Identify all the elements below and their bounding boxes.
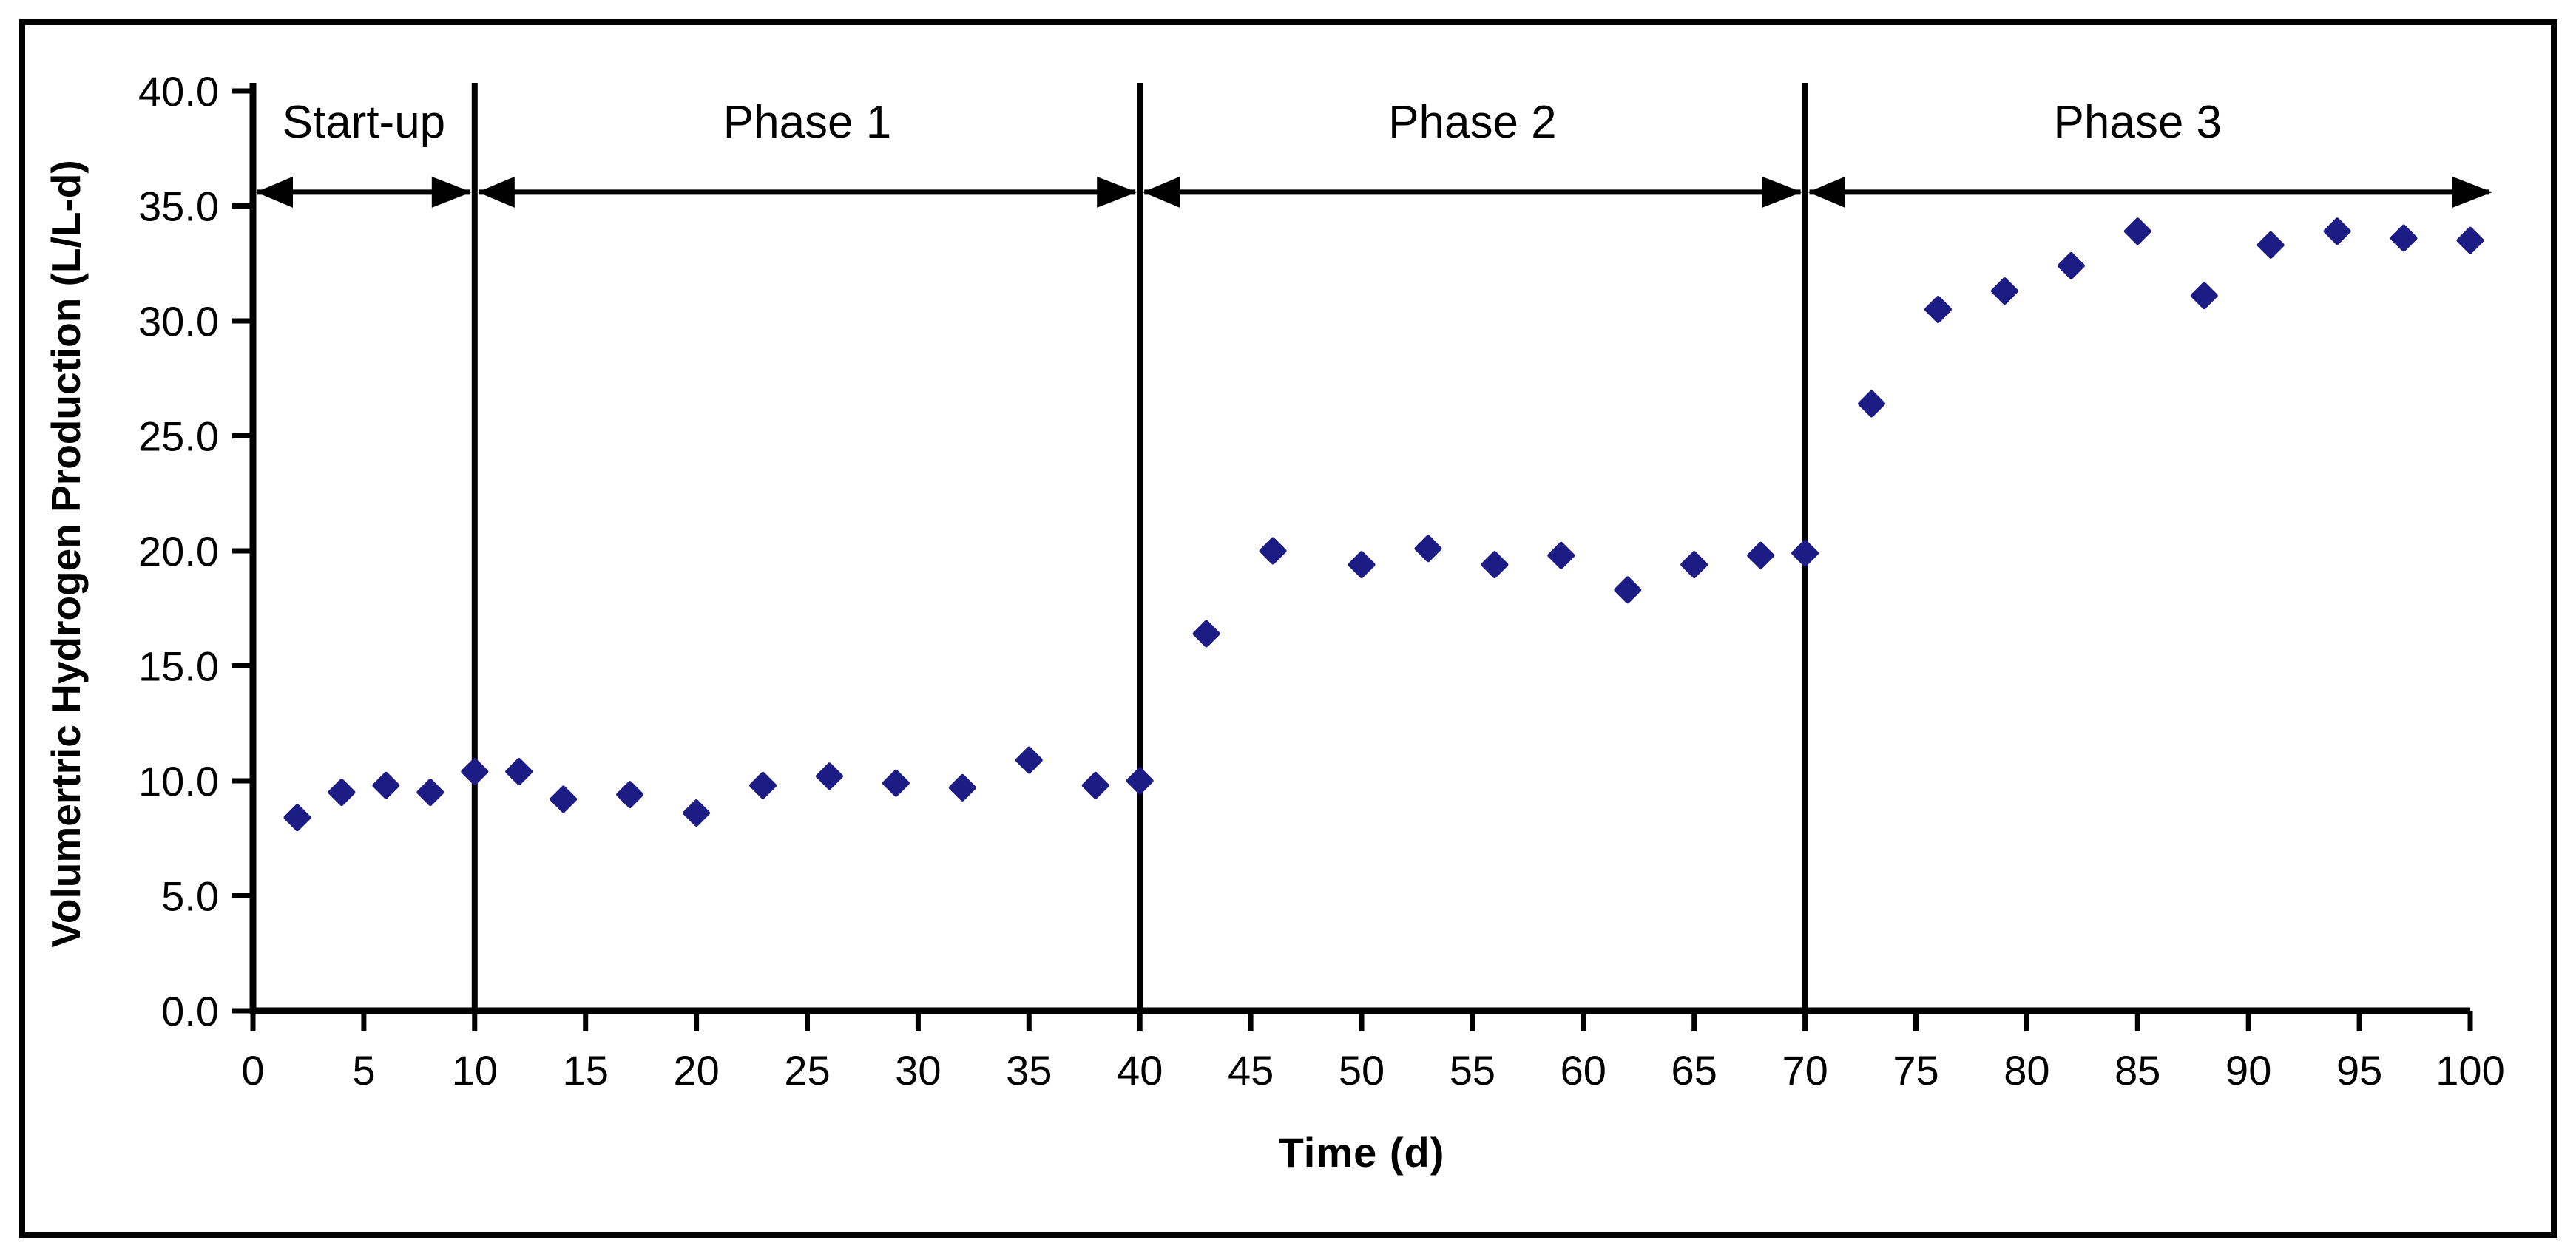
data-point	[1126, 767, 1154, 795]
y-axis-title: Volumertric Hydrogen Production (L/L-d)	[43, 160, 89, 948]
data-point	[683, 799, 711, 827]
data-point	[2123, 217, 2151, 245]
x-tick-label: 10	[452, 1047, 498, 1094]
data-point	[1259, 537, 1287, 565]
phase-arrow-right-head	[1097, 176, 1137, 208]
data-point	[461, 758, 489, 786]
data-point	[815, 762, 843, 790]
data-point	[1348, 551, 1376, 579]
x-tick-label: 35	[1006, 1047, 1052, 1094]
x-tick-label: 30	[895, 1047, 941, 1094]
data-point	[2323, 217, 2351, 245]
data-point	[1547, 541, 1575, 569]
x-axis-title: Time (d)	[1278, 1129, 1445, 1176]
figure-border	[19, 19, 2557, 1238]
phase-arrow-left-head	[1143, 176, 1180, 208]
x-tick-label: 40	[1117, 1047, 1163, 1094]
phase-arrow-left-head	[1808, 176, 1845, 208]
y-tick-label: 30.0	[138, 298, 219, 345]
x-tick-label: 95	[2336, 1047, 2382, 1094]
x-tick-label: 65	[1671, 1047, 1717, 1094]
data-point	[2390, 224, 2418, 252]
x-tick-label: 5	[352, 1047, 375, 1094]
data-point	[328, 779, 356, 807]
data-point	[416, 779, 444, 807]
x-tick-label: 15	[563, 1047, 609, 1094]
data-point	[1747, 541, 1775, 569]
data-point	[1791, 539, 1819, 567]
phase-label: Start-up	[283, 97, 446, 148]
data-point	[283, 804, 311, 832]
y-tick-label: 15.0	[138, 643, 219, 690]
data-point	[1614, 576, 1642, 604]
y-tick-label: 5.0	[161, 873, 219, 920]
x-tick-label: 55	[1450, 1047, 1495, 1094]
data-point	[2456, 226, 2484, 254]
x-tick-label: 75	[1893, 1047, 1938, 1094]
data-point	[1858, 390, 1886, 418]
data-point	[1990, 277, 2018, 305]
x-tick-label: 0	[241, 1047, 264, 1094]
data-point	[2256, 231, 2285, 259]
data-point	[2190, 282, 2218, 310]
data-point	[749, 771, 777, 799]
phase-arrow-right-head	[431, 176, 472, 208]
phase-arrow-right-head	[1762, 176, 1802, 208]
x-tick-label: 45	[1228, 1047, 1274, 1094]
phase-label: Phase 3	[2054, 97, 2222, 148]
data-point	[550, 785, 578, 813]
x-tick-label: 60	[1561, 1047, 1606, 1094]
x-tick-label: 90	[2225, 1047, 2271, 1094]
x-tick-label: 100	[2435, 1047, 2504, 1094]
x-tick-label: 80	[2004, 1047, 2049, 1094]
data-point	[948, 773, 976, 802]
data-point	[372, 771, 400, 799]
data-point	[2057, 251, 2085, 279]
y-tick-label: 10.0	[138, 758, 219, 804]
y-tick-label: 40.0	[138, 68, 219, 115]
phase-arrow-right-head	[2452, 176, 2492, 208]
x-tick-label: 25	[784, 1047, 830, 1094]
y-tick-label: 35.0	[138, 183, 219, 230]
data-point	[505, 758, 533, 786]
y-tick-label: 0.0	[161, 988, 219, 1034]
phase-arrow-left-head	[477, 176, 515, 208]
data-point	[616, 781, 644, 809]
data-point	[1015, 746, 1043, 774]
phase-arrow-left-head	[256, 176, 293, 208]
data-point	[1192, 620, 1220, 648]
x-tick-label: 20	[673, 1047, 719, 1094]
y-tick-label: 20.0	[138, 528, 219, 575]
data-point	[882, 769, 910, 797]
data-point	[1481, 551, 1509, 579]
x-tick-label: 50	[1339, 1047, 1385, 1094]
y-tick-label: 25.0	[138, 413, 219, 460]
data-point	[1414, 535, 1442, 563]
data-point	[1680, 551, 1708, 579]
phase-label: Phase 1	[723, 97, 892, 148]
phase-label: Phase 2	[1388, 97, 1557, 148]
data-point	[1081, 771, 1109, 799]
x-tick-label: 85	[2114, 1047, 2160, 1094]
x-tick-label: 70	[1782, 1047, 1828, 1094]
data-point	[1924, 295, 1952, 323]
